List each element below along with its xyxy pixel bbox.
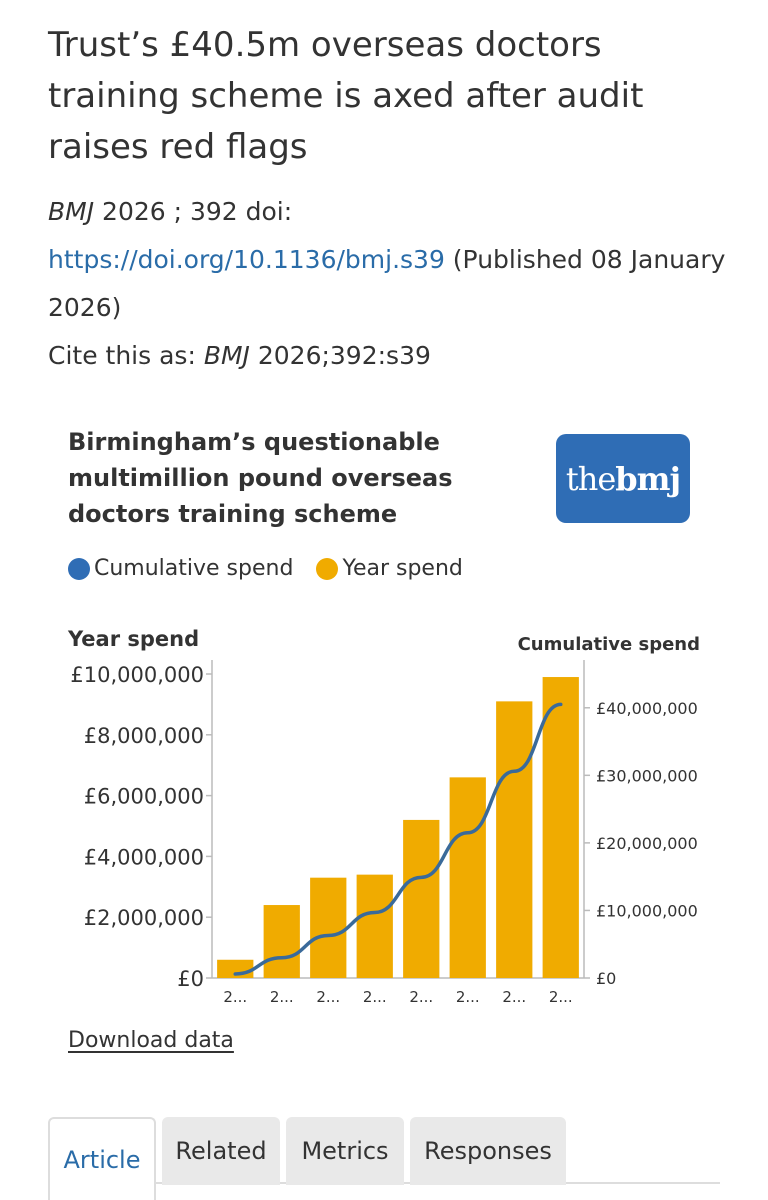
year-volume: 2026 ; 392 doi: (94, 197, 293, 226)
y-tick-label: £6,000,000 (84, 785, 204, 809)
y2-tick-label: £30,000,000 (596, 766, 698, 785)
y-tick-label: £0 (177, 967, 204, 991)
x-tick-label: 2... (549, 988, 573, 1006)
doi-link[interactable]: https://doi.org/10.1136/bmj.s39 (48, 245, 445, 274)
journal-name: BMJ (48, 197, 95, 226)
tab-article[interactable]: Article (48, 1117, 156, 1200)
cite-journal: BMJ (203, 341, 250, 370)
y-tick-label: £10,000,000 (70, 663, 204, 687)
x-tick-label: 2... (223, 988, 247, 1006)
bar-year-spend (310, 877, 347, 978)
y-tick-label: £8,000,000 (84, 724, 204, 748)
legend-swatch-cumulative (68, 557, 90, 580)
bar-year-spend (449, 777, 486, 978)
line-cumulative-spend (233, 702, 563, 976)
article-title: Trust’s £40.5m overseas doctors training… (48, 25, 644, 167)
chart-legend: Cumulative spend Year spend (68, 556, 479, 586)
cite-prefix: Cite this as: (48, 341, 204, 370)
citation-block: BMJ 2026 ; 392 doi: https://doi.org/10.1… (48, 188, 728, 380)
legend-label-year: Year spend (342, 556, 463, 581)
x-tick-label: 2... (456, 988, 480, 1006)
download-data-link[interactable]: Download data (68, 1028, 234, 1053)
thebmj-logo: the bmj (556, 434, 690, 523)
x-tick-label: 2... (363, 988, 387, 1006)
y2-tick-label: £20,000,000 (596, 834, 698, 853)
chart-title: Birmingham’s questionable multimillion p… (68, 428, 453, 528)
y-axis-title: Year spend (67, 627, 199, 651)
cite-reference: 2026;392:s39 (249, 341, 431, 370)
legend-swatch-year (316, 557, 339, 580)
y2-tick-label: £40,000,000 (596, 699, 698, 718)
x-tick-label: 2... (502, 988, 526, 1006)
spend-chart: Year spend Cumulative spend £0 £2,000,000… (67, 627, 700, 1006)
legend-item-year[interactable]: Year spend (316, 556, 463, 581)
x-tick-label: 2... (409, 988, 433, 1006)
bar-year-spend (263, 905, 300, 978)
y-tick-label: £4,000,000 (84, 845, 204, 869)
published-date: (Published 08 January 2026) (48, 245, 726, 322)
x-tick-label: 2... (270, 988, 294, 1006)
article-tabs: Article Related Metrics Responses (48, 1117, 720, 1200)
y2-tick-label: £10,000,000 (596, 901, 698, 920)
bar-year-spend (403, 819, 440, 978)
y2-tick-label: £0 (596, 969, 616, 988)
y2-axis-title: Cumulative spend (518, 634, 700, 655)
legend-item-cumulative[interactable]: Cumulative spend (68, 556, 293, 581)
bar-year-spend (356, 874, 393, 978)
bar-year-spend (542, 677, 579, 978)
bar-year-spend (496, 701, 533, 978)
logo-bmj: bmj (615, 459, 681, 498)
legend-label-cumulative: Cumulative spend (94, 556, 294, 581)
x-tick-label: 2... (316, 988, 340, 1006)
logo-the: the (565, 459, 616, 498)
tab-related[interactable]: Related (162, 1117, 280, 1185)
y-tick-label: £2,000,000 (84, 906, 204, 930)
tab-responses[interactable]: Responses (410, 1117, 566, 1185)
tab-metrics[interactable]: Metrics (286, 1117, 404, 1185)
